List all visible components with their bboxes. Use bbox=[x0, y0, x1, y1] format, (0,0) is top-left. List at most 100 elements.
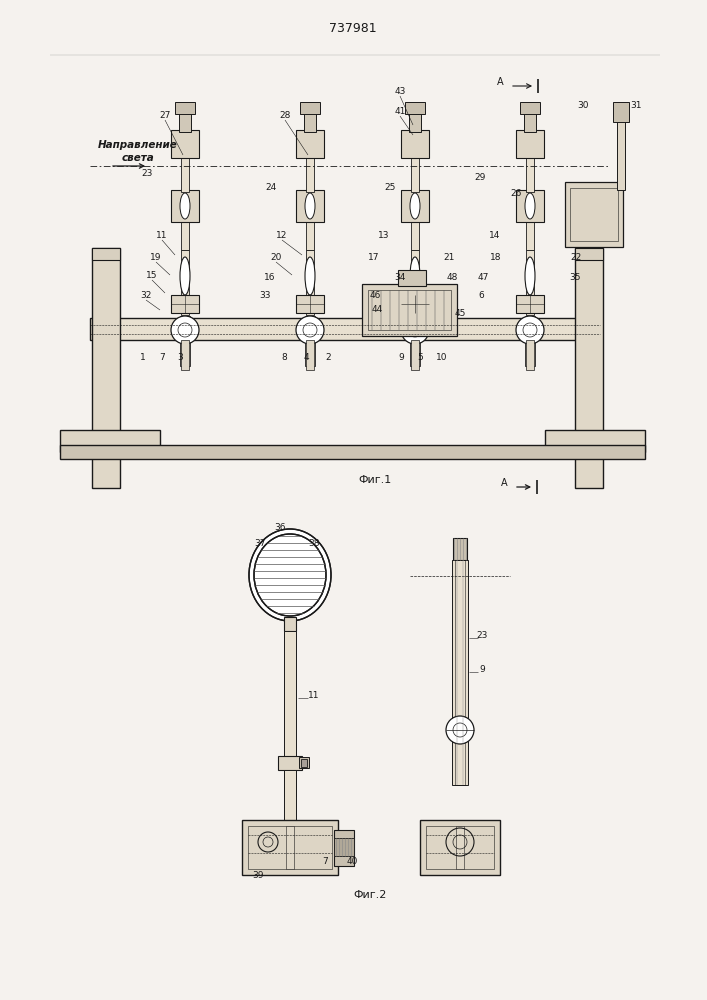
Bar bbox=[92, 248, 120, 260]
Bar bbox=[248, 826, 332, 869]
Bar bbox=[410, 316, 420, 366]
Bar bbox=[299, 757, 309, 768]
Text: 23: 23 bbox=[477, 632, 488, 641]
Bar bbox=[524, 110, 536, 132]
Ellipse shape bbox=[254, 534, 326, 616]
Bar bbox=[526, 220, 534, 250]
Text: 24: 24 bbox=[265, 184, 276, 192]
Text: 31: 31 bbox=[630, 101, 642, 109]
Text: 9: 9 bbox=[479, 666, 485, 674]
Text: 46: 46 bbox=[369, 292, 380, 300]
Bar bbox=[401, 295, 429, 313]
Bar bbox=[525, 316, 535, 366]
Text: 4: 4 bbox=[303, 354, 309, 362]
Bar bbox=[401, 130, 429, 158]
Text: A: A bbox=[497, 77, 503, 87]
Text: 3: 3 bbox=[177, 354, 183, 362]
Bar bbox=[284, 631, 296, 796]
Text: 16: 16 bbox=[264, 273, 276, 282]
Bar bbox=[301, 759, 307, 767]
Bar bbox=[175, 102, 195, 114]
Text: 37: 37 bbox=[255, 538, 266, 548]
Bar bbox=[516, 295, 544, 313]
Text: 35: 35 bbox=[569, 273, 580, 282]
Text: 8: 8 bbox=[281, 354, 287, 362]
Bar bbox=[334, 838, 354, 856]
Bar bbox=[296, 130, 324, 158]
Bar bbox=[300, 102, 320, 114]
Bar bbox=[411, 158, 419, 192]
Ellipse shape bbox=[180, 193, 190, 219]
Bar bbox=[305, 316, 315, 366]
Bar bbox=[306, 158, 314, 192]
Ellipse shape bbox=[410, 193, 420, 219]
Ellipse shape bbox=[305, 257, 315, 295]
Text: 27: 27 bbox=[159, 111, 170, 120]
Text: 21: 21 bbox=[443, 253, 455, 262]
Bar bbox=[411, 250, 419, 315]
Text: 26: 26 bbox=[510, 188, 522, 198]
Text: A: A bbox=[501, 478, 508, 488]
Ellipse shape bbox=[180, 257, 190, 295]
Text: 19: 19 bbox=[151, 253, 162, 262]
Bar bbox=[306, 250, 314, 315]
Bar bbox=[306, 220, 314, 250]
Bar bbox=[242, 820, 338, 875]
Text: 10: 10 bbox=[436, 354, 448, 362]
Bar bbox=[180, 316, 190, 366]
Text: 18: 18 bbox=[490, 253, 502, 262]
Text: 48: 48 bbox=[446, 273, 457, 282]
Text: света: света bbox=[122, 153, 154, 163]
Ellipse shape bbox=[305, 193, 315, 219]
Text: 45: 45 bbox=[455, 310, 466, 318]
Bar bbox=[401, 190, 429, 222]
Bar bbox=[286, 826, 294, 869]
Bar bbox=[181, 340, 189, 370]
Text: 12: 12 bbox=[276, 232, 288, 240]
Text: 17: 17 bbox=[368, 253, 380, 262]
Bar bbox=[171, 130, 199, 158]
Bar bbox=[575, 248, 603, 260]
Bar bbox=[60, 445, 645, 459]
Circle shape bbox=[446, 716, 474, 744]
Text: 23: 23 bbox=[141, 169, 153, 178]
Text: 38: 38 bbox=[308, 538, 320, 548]
Text: 36: 36 bbox=[274, 522, 286, 532]
Text: 43: 43 bbox=[395, 88, 406, 97]
Text: 29: 29 bbox=[474, 174, 486, 182]
Bar bbox=[613, 102, 629, 122]
Text: Направление: Направление bbox=[98, 140, 178, 150]
Text: 28: 28 bbox=[279, 111, 291, 120]
Text: 40: 40 bbox=[346, 857, 358, 866]
Bar bbox=[405, 102, 425, 114]
Bar bbox=[90, 318, 600, 340]
Bar bbox=[60, 430, 160, 452]
Bar bbox=[426, 826, 494, 869]
Bar bbox=[453, 538, 467, 560]
Text: 9: 9 bbox=[398, 354, 404, 362]
Bar bbox=[570, 188, 618, 241]
Circle shape bbox=[296, 316, 324, 344]
Bar bbox=[368, 290, 451, 330]
Text: 14: 14 bbox=[489, 232, 501, 240]
Bar bbox=[411, 340, 419, 370]
Text: 11: 11 bbox=[156, 232, 168, 240]
Bar bbox=[516, 130, 544, 158]
Bar bbox=[526, 250, 534, 315]
Ellipse shape bbox=[410, 257, 420, 295]
Text: 39: 39 bbox=[252, 871, 264, 880]
Ellipse shape bbox=[525, 193, 535, 219]
Bar bbox=[452, 560, 468, 785]
Bar bbox=[526, 340, 534, 370]
Ellipse shape bbox=[249, 529, 331, 621]
Text: 6: 6 bbox=[478, 292, 484, 300]
Text: 7: 7 bbox=[322, 857, 328, 866]
Bar bbox=[516, 190, 544, 222]
Bar bbox=[545, 430, 645, 452]
Text: 5: 5 bbox=[417, 354, 423, 362]
Bar bbox=[306, 340, 314, 370]
Bar bbox=[455, 560, 465, 785]
Bar bbox=[284, 770, 296, 825]
Bar bbox=[420, 820, 500, 875]
Bar bbox=[526, 158, 534, 192]
